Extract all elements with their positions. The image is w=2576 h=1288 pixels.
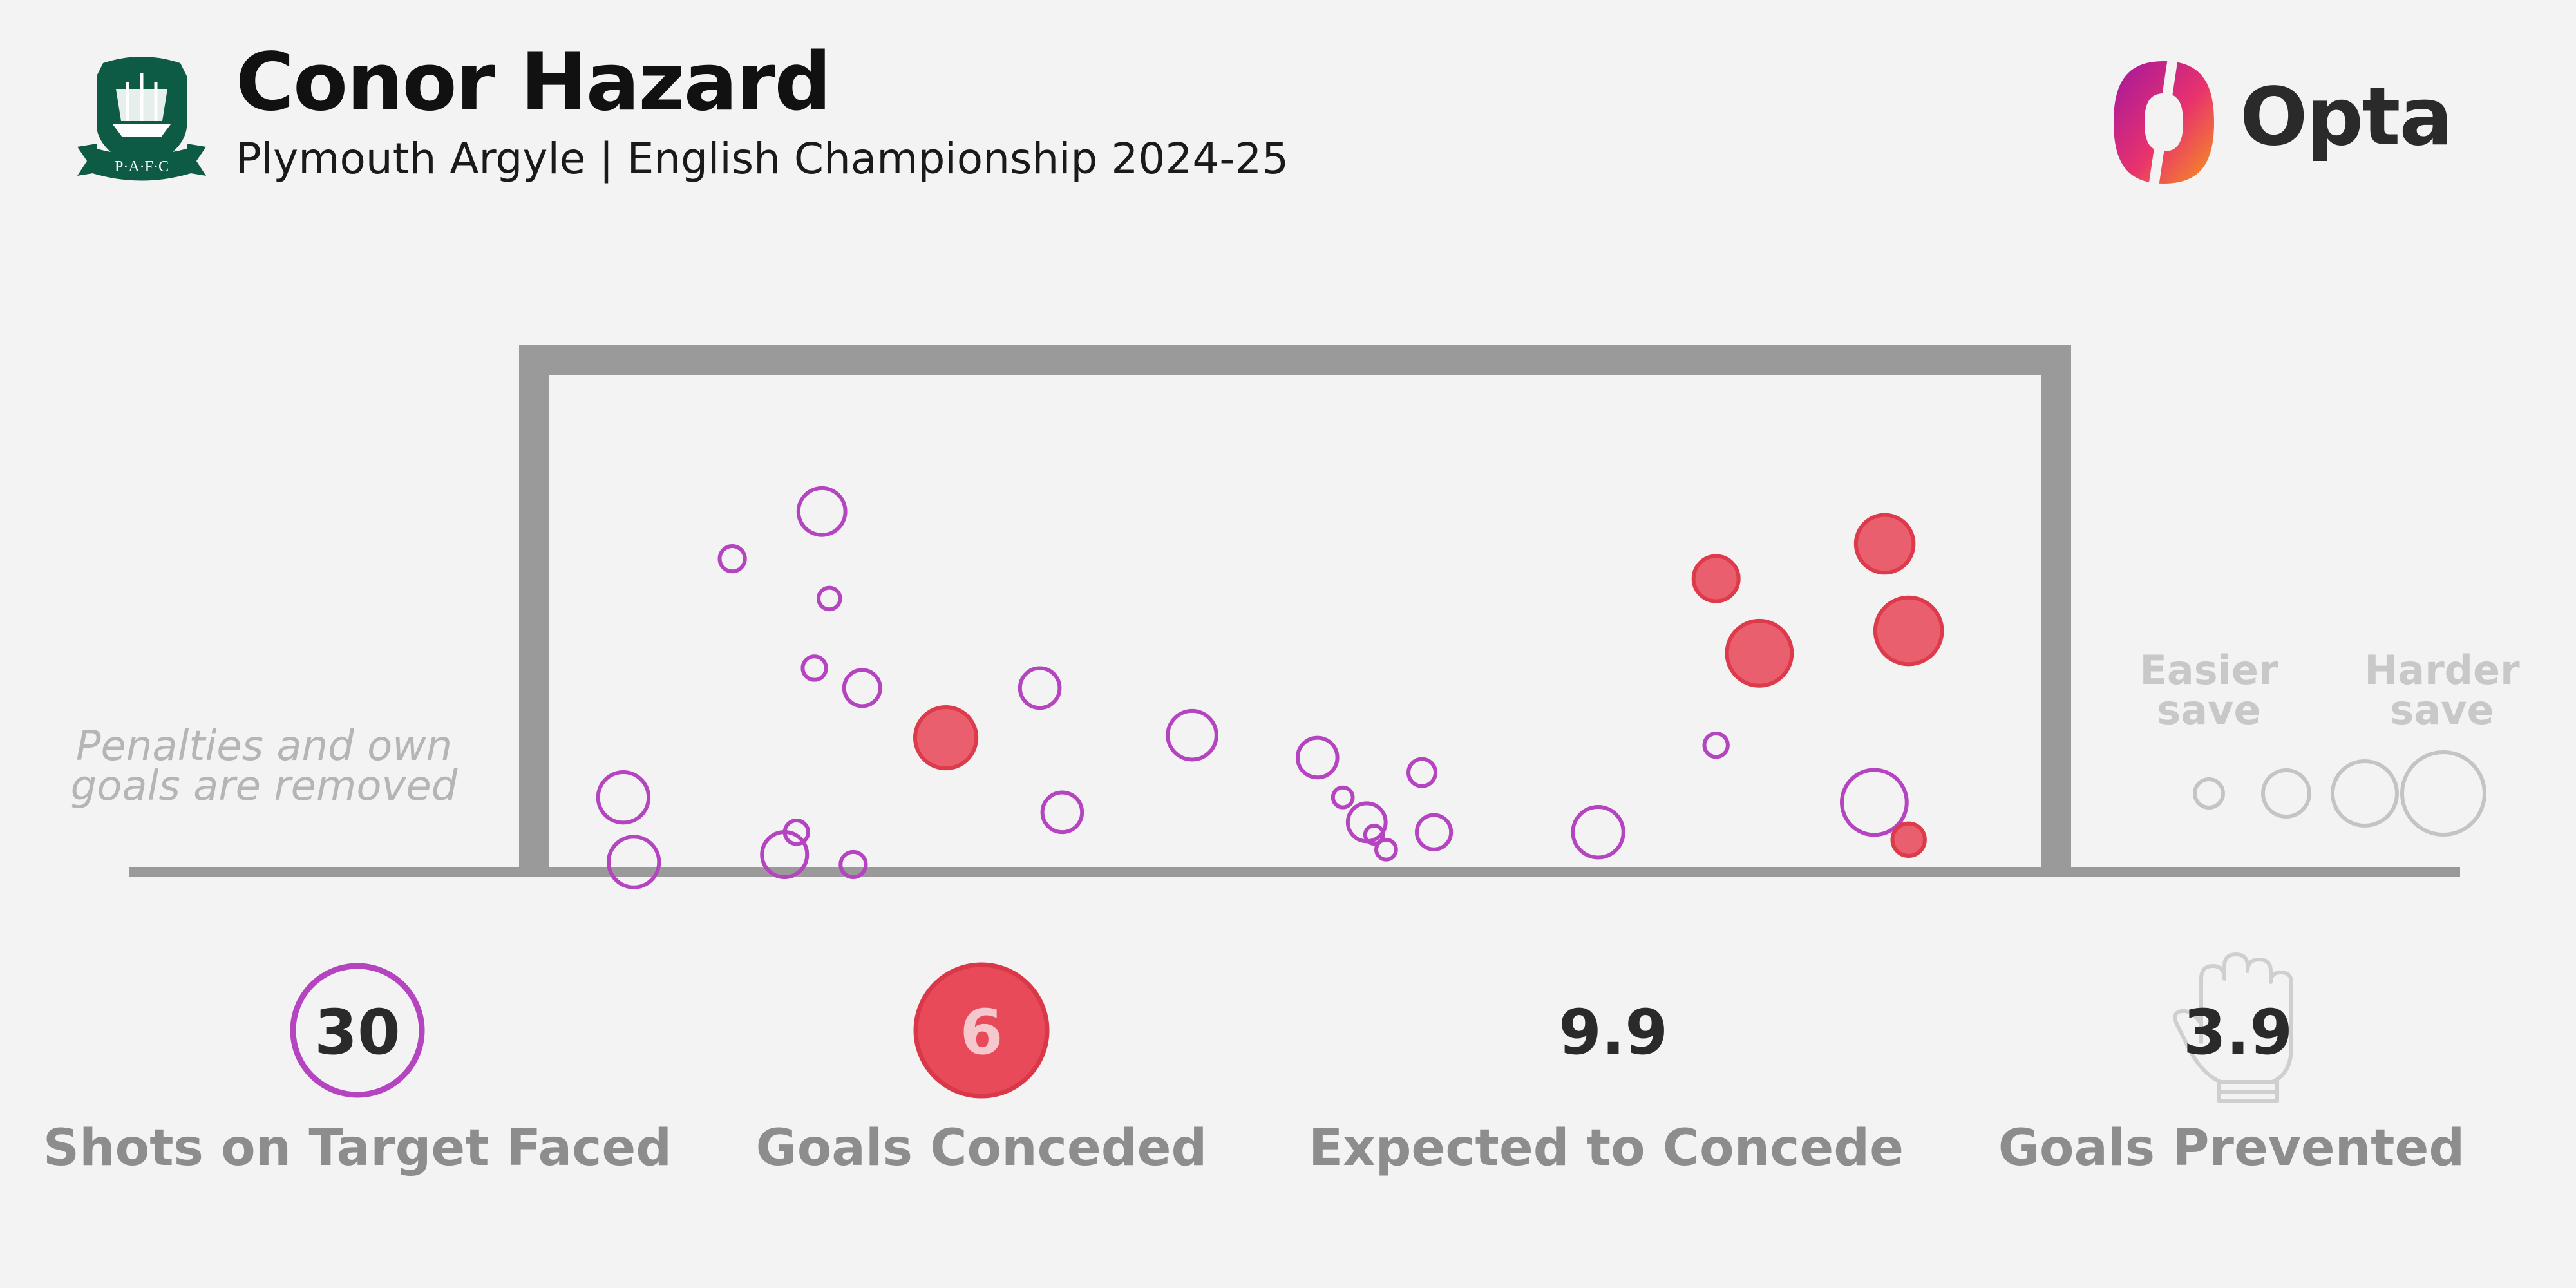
saved-shot-9 — [760, 829, 810, 879]
saved-shot-10 — [838, 849, 868, 880]
goals-stat-label: Goals Conceded — [755, 1119, 1208, 1177]
saved-shot-6 — [800, 654, 828, 682]
goal-left-post — [519, 345, 549, 872]
goal-shot-1 — [913, 705, 979, 771]
legend-harder-label: Harder save — [2364, 647, 2520, 734]
saved-shot-11 — [1018, 666, 1062, 710]
saved-shot-2 — [606, 835, 661, 889]
shots-stat-value: 30 — [314, 996, 401, 1068]
page-subtitle: Plymouth Argyle | English Championship 2… — [236, 134, 1289, 184]
goal-shot-3 — [1725, 618, 1794, 688]
goals-stat-disc — [913, 962, 1050, 1099]
shots-stat-label: Shots on Target Faced — [43, 1119, 672, 1177]
saved-shot-22 — [1702, 731, 1730, 759]
saved-shot-18 — [1374, 837, 1398, 862]
saved-shot-20 — [1414, 813, 1454, 851]
page-title: Conor Hazard — [236, 36, 831, 129]
legend-size-2 — [2261, 768, 2311, 819]
goal-shot-4 — [1853, 513, 1916, 575]
saved-shot-13 — [1166, 708, 1218, 762]
goal-line — [129, 867, 2460, 877]
saved-shot-14 — [1295, 735, 1340, 780]
goal-shot-5 — [1873, 595, 1944, 667]
crest-text: P·A·F·C — [115, 158, 169, 175]
goal-shot-2 — [1691, 554, 1741, 603]
opta-logo-icon — [2114, 58, 2214, 187]
legend-size-3 — [2331, 759, 2399, 828]
saved-shot-17 — [1363, 824, 1385, 846]
saved-shot-12 — [1040, 790, 1084, 835]
legend-layer — [2193, 750, 2486, 837]
club-crest-icon: P·A·F·C — [77, 57, 206, 181]
saved-shot-19 — [1406, 757, 1438, 788]
penalties-note: Penalties and own goals are removed — [70, 723, 458, 810]
shots-stat-ring — [290, 963, 425, 1098]
saved-shot-15 — [1331, 785, 1355, 810]
saved-shot-21 — [1571, 805, 1625, 860]
goal-right-post — [2041, 345, 2071, 872]
shots-layer — [596, 486, 1944, 889]
xg-stat-value: 9.9 — [1558, 996, 1669, 1068]
legend-size-1 — [2193, 777, 2225, 810]
saved-shot-23 — [1839, 768, 1909, 837]
goalkeeper-glove-icon — [2173, 952, 2293, 1103]
goal-crossbar — [519, 345, 2071, 375]
prevented-stat-value: 3.9 — [2183, 996, 2293, 1068]
goal-shot-6 — [1890, 821, 1927, 858]
legend-size-4 — [2400, 750, 2486, 837]
saved-shot-5 — [816, 585, 842, 612]
saved-shot-4 — [796, 486, 848, 537]
header: P·A·F·C Conor Hazard Plymouth Argyle | E… — [0, 0, 2576, 206]
prevented-stat-label: Goals Prevented — [1998, 1119, 2465, 1177]
saved-shot-3 — [717, 544, 747, 574]
legend-easier-label: Easier save — [2139, 647, 2278, 734]
xg-stat-label: Expected to Concede — [1308, 1119, 1904, 1177]
goals-stat-value: 6 — [960, 996, 1003, 1068]
opta-brand-text: Opta — [2240, 71, 2453, 164]
saved-shot-1 — [596, 770, 651, 825]
saved-shot-7 — [842, 668, 882, 708]
